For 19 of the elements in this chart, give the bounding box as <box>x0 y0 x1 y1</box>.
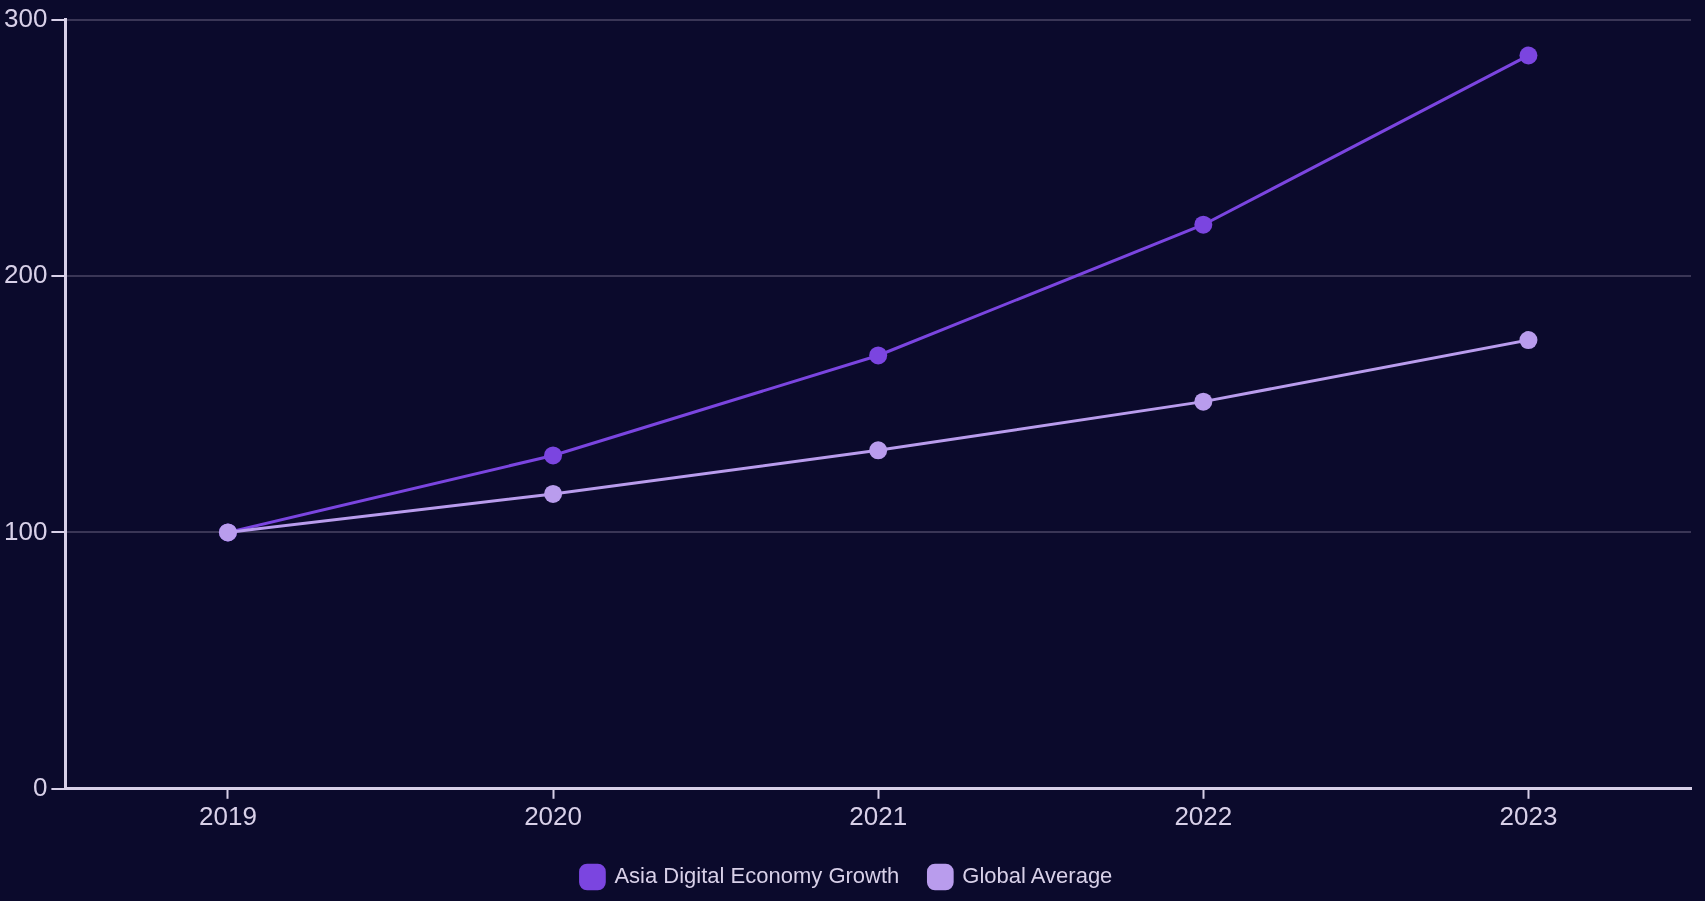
point <box>544 484 563 503</box>
x-tick-label: 2020 <box>524 800 582 831</box>
y-tick-label: 300 <box>3 2 48 33</box>
legend-label: Global Average <box>962 863 1113 889</box>
x-tick-label: 2023 <box>1499 800 1558 831</box>
legend-label: Asia Digital Economy Growth <box>614 863 900 889</box>
point <box>1519 331 1538 350</box>
x-tick-label: 2021 <box>849 800 908 831</box>
y-tick-label: 100 <box>3 515 48 546</box>
point <box>544 446 563 465</box>
x-tick-label: 2019 <box>199 800 257 831</box>
point <box>1519 46 1538 65</box>
point <box>869 346 888 365</box>
point <box>1194 215 1213 234</box>
point <box>1194 392 1213 411</box>
y-tick-label: 0 <box>32 771 48 802</box>
point <box>869 441 888 460</box>
x-tick-label: 2022 <box>1174 800 1233 831</box>
y-tick-label: 200 <box>3 259 48 290</box>
